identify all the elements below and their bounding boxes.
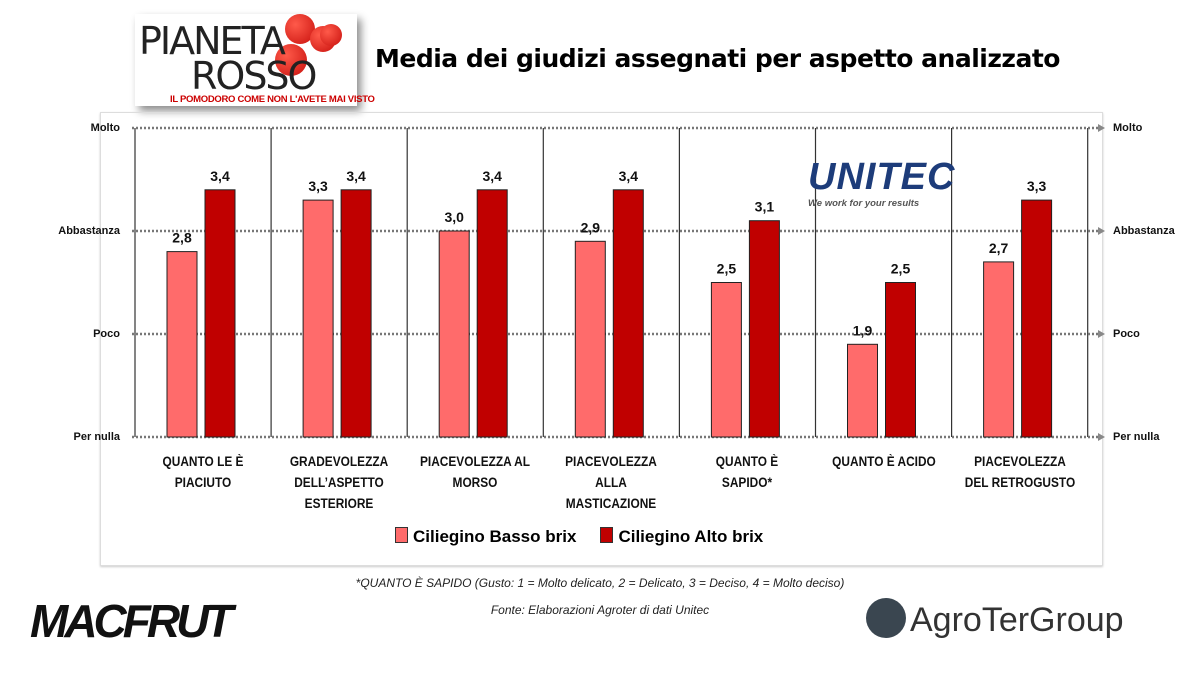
bar-basso [710,282,742,438]
unitec-logo: UNITEC We work for your results [808,156,960,210]
category-label: GRADEVOLEZZA DELL’ASPETTO ESTERIORE [289,454,389,511]
data-label: 3,3 [308,178,328,194]
data-label: 2,7 [989,240,1009,256]
tree-icon [866,598,906,638]
data-label: 2,9 [581,219,601,235]
bar-alto [612,189,644,438]
data-label: 3,4 [346,168,366,184]
category-label: QUANTO È SAPIDO* [716,454,779,490]
category-label: QUANTO LE È PIACIUTO [162,454,244,490]
bar-basso [438,230,470,438]
tomato-icon [320,24,342,46]
chart-title: Media dei giudizi assegnati per aspetto … [375,44,1060,73]
data-label: 3,4 [482,168,502,184]
category-label: PIACEVOLEZZA AL MORSO [420,454,531,490]
bar-alto [340,189,372,438]
legend-swatch [600,527,614,543]
data-label: 2,5 [717,261,737,277]
data-label: 2,8 [172,230,192,246]
legend: Ciliegino Basso brix Ciliegino Alto brix [395,527,763,547]
pianeta-rosso-logo: PIANETA ROSSO IL POMODORO COME NON L'AVE… [135,14,375,106]
legend-item-alto: Ciliegino Alto brix [600,527,763,547]
source-note: Fonte: Elaborazioni Agroter di dati Unit… [490,603,710,617]
data-label: 2,5 [891,261,911,277]
y-tick-label-left: Abbastanza [58,225,120,237]
bar-basso [983,261,1015,438]
bar-basso [847,343,878,438]
legend-label: Ciliegino Alto brix [618,527,764,546]
legend-label: Ciliegino Basso brix [413,527,577,546]
data-label: 3,1 [755,199,775,215]
data-label: 3,3 [1027,178,1047,194]
category-label: PIACEVOLEZZA DEL RETROGUSTO [964,454,1075,490]
bar-basso [302,199,334,438]
y-tick-label-left: Per nulla [73,431,120,443]
data-label: 3,0 [444,209,464,225]
logo-slogan: We work for your results [808,198,920,209]
macfrut-logo: MACFRUT [30,595,233,647]
tomato-icon [275,44,307,76]
bar-basso [166,251,198,438]
y-tick-label-right: Per nulla [1113,431,1160,443]
category-label: PIACEVOLEZZA ALLA MASTICAZIONE [565,454,658,511]
y-tick-label-right: Poco [1113,328,1140,340]
chart-frame [100,112,1103,566]
y-tick-label-left: Molto [90,122,120,134]
footnote: *QUANTO È SAPIDO (Gusto: 1 = Molto delic… [355,576,845,590]
y-tick-label-right: Abbastanza [1113,225,1175,237]
y-tick-label-right: Molto [1113,122,1143,134]
legend-item-basso: Ciliegino Basso brix [395,527,576,547]
logo-text: ROSSO [191,54,317,98]
arrow-icon [1098,124,1105,132]
logo-text: UNITEC [808,156,956,198]
bar-alto [885,282,916,438]
category-label: QUANTO È ACIDO [831,454,936,469]
bar-basso [574,240,606,438]
agroter-logo: AgroTerGroup [910,601,1124,639]
bar-alto [748,220,780,438]
bar-alto [204,189,236,438]
bar-alto [1021,199,1053,438]
arrow-icon [1098,227,1105,235]
data-label: 3,4 [619,168,639,184]
data-label: 3,4 [210,168,230,184]
logo-text: PIANETA [139,19,286,63]
arrow-icon [1098,330,1105,338]
logo-tagline: IL POMODORO COME NON L'AVETE MAI VISTO [170,94,375,105]
arrow-icon [1098,433,1105,441]
data-label: 1,9 [853,322,873,338]
y-tick-label-left: Poco [93,328,120,340]
bar-alto [476,189,508,438]
legend-swatch [395,527,408,543]
